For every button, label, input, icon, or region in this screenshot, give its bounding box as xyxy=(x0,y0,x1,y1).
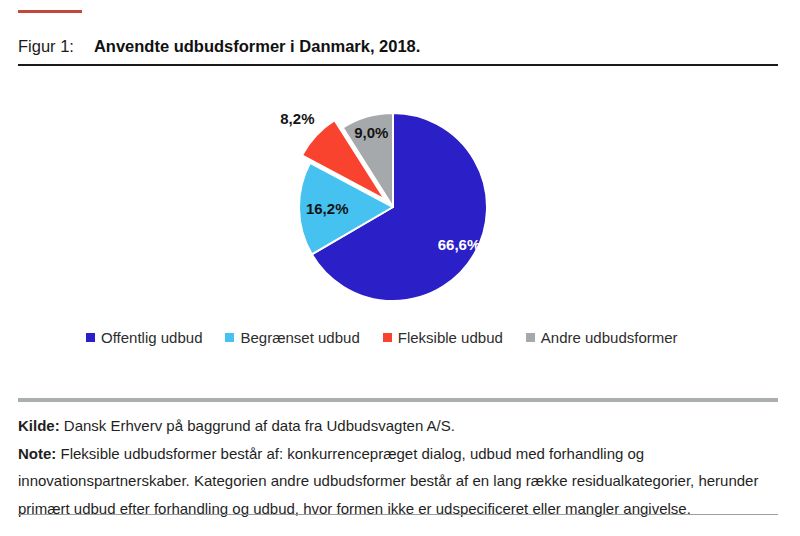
legend-item-offentlig-udbud: Offentlig udbud xyxy=(86,329,202,346)
source-text: Dansk Erhverv på baggrund af data fra Ud… xyxy=(60,417,455,434)
legend-swatch-icon xyxy=(526,333,535,342)
legend-item-fleksible-udbud: Fleksible udbud xyxy=(383,329,503,346)
note-label: Note: xyxy=(18,445,56,462)
legend-label: Offentlig udbud xyxy=(101,329,202,346)
legend-swatch-icon xyxy=(225,333,234,342)
source-line: Kilde: Dansk Erhverv på baggrund af data… xyxy=(18,412,778,440)
chart-legend: Offentlig udbud Begrænset udbud Fleksible … xyxy=(86,329,678,346)
pie-slice-value-label: 16,2% xyxy=(306,200,349,217)
source-divider xyxy=(18,398,778,402)
pie-slice-value-label: 9,0% xyxy=(354,124,388,141)
pie-slice-value-label: 8,2% xyxy=(280,110,314,127)
note-text: Fleksible udbudsformer består af: konkur… xyxy=(18,445,758,517)
legend-label: Begrænset udbud xyxy=(240,329,359,346)
legend-label: Andre udbudsformer xyxy=(541,329,678,346)
legend-swatch-icon xyxy=(383,333,392,342)
pie-slice-value-label: 66,6% xyxy=(438,236,481,253)
legend-item-andre-udbudsformer: Andre udbudsformer xyxy=(526,329,678,346)
note-line: Note: Fleksible udbudsformer består af: … xyxy=(18,440,778,523)
source-label: Kilde: xyxy=(18,417,60,434)
figure-page: Figur 1:Anvendte udbudsformer i Danmark,… xyxy=(0,0,800,536)
legend-label: Fleksible udbud xyxy=(398,329,503,346)
legend-item-begr-nset-udbud: Begrænset udbud xyxy=(225,329,359,346)
legend-swatch-icon xyxy=(86,333,95,342)
figure-footer: Kilde: Dansk Erhverv på baggrund af data… xyxy=(18,412,778,522)
bottom-divider xyxy=(18,514,778,515)
